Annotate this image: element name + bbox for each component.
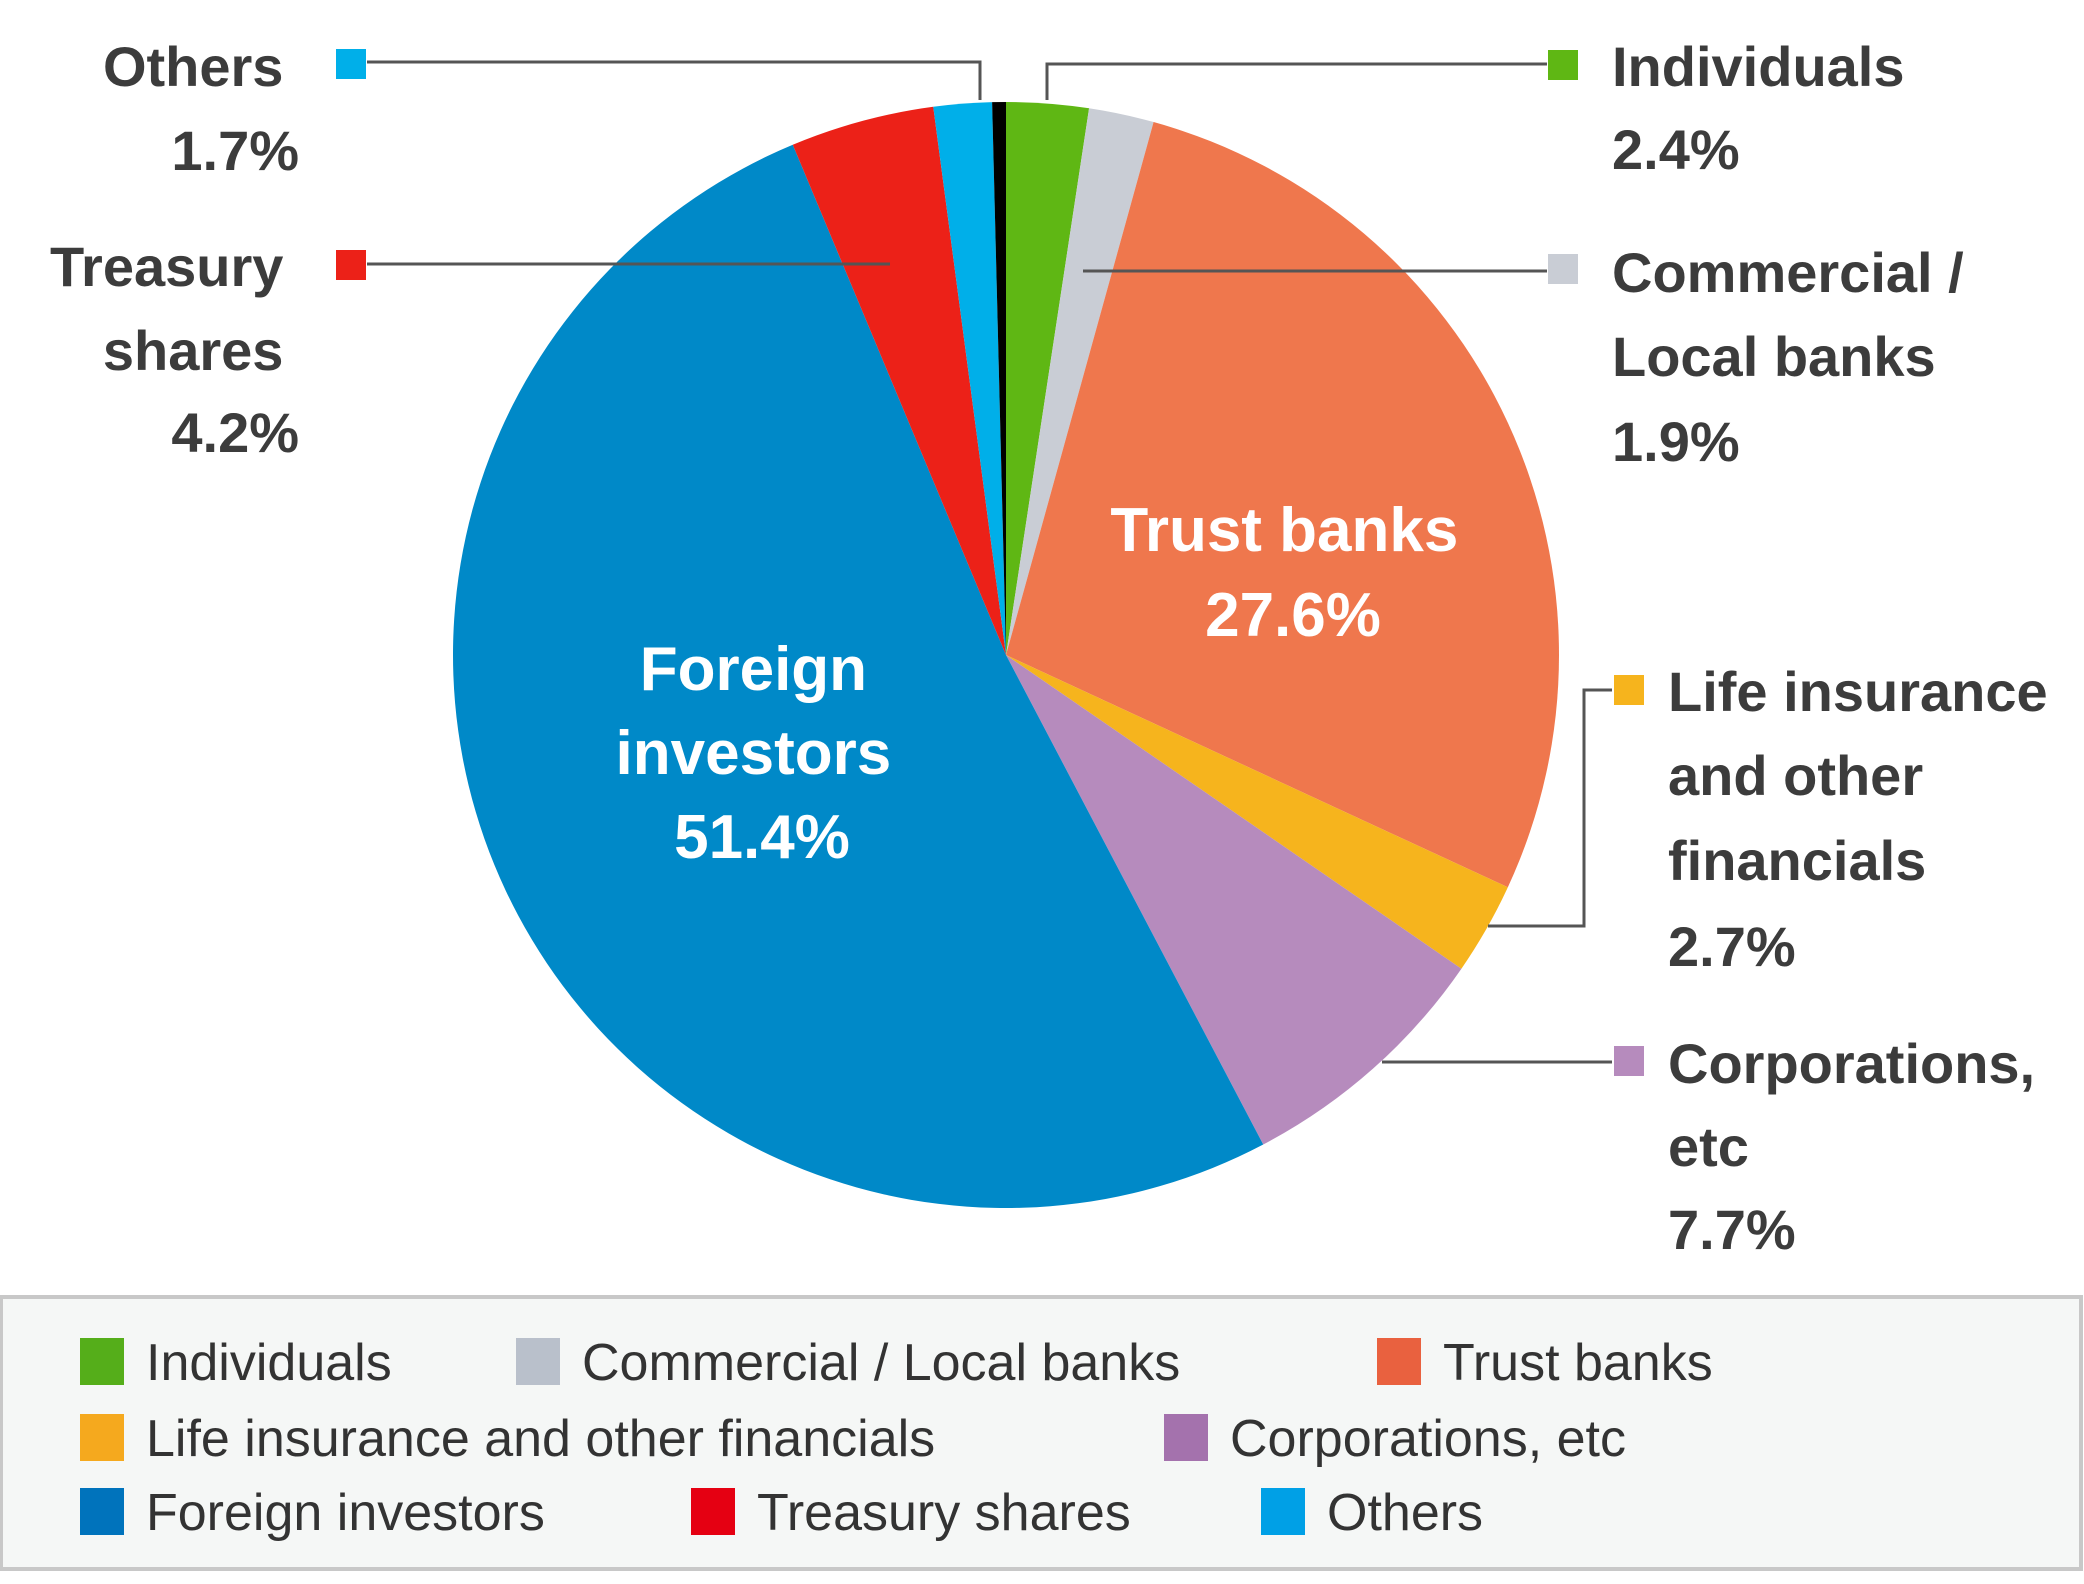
marker-treasury [336,250,366,280]
marker-commercial [1548,254,1578,284]
marker-corporations [1614,1046,1644,1076]
marker-individuals [1548,50,1578,80]
leader-life [1488,688,1612,928]
legend-item: Life insurance and other financials [80,1410,935,1468]
label-others: Others 1.7% [103,35,299,182]
legend-item: Commercial / Local banks [516,1334,1180,1392]
legend-label: Individuals [146,1334,392,1392]
legend-label: Treasury shares [757,1484,1131,1542]
legend-swatch [80,1338,124,1385]
label-corporations: Corporations, etc 7.7% [1668,1032,2051,1261]
legend-swatch [80,1488,124,1535]
legend-swatch [1261,1488,1305,1535]
marker-life [1614,675,1644,705]
legend-label: Commercial / Local banks [582,1334,1180,1392]
legend-label: Others [1327,1484,1483,1542]
legend-item: Corporations, etc [1164,1410,1626,1468]
legend-label: Corporations, etc [1230,1410,1626,1468]
legend-swatch [516,1338,560,1385]
label-commercial: Commercial / Local banks 1.9% [1612,241,1979,473]
marker-others [336,49,366,79]
legend-item: Trust banks [1377,1334,1713,1392]
label-individuals: Individuals 2.4% [1612,35,1920,181]
legend-swatch [1377,1338,1421,1385]
label-foreign-investors: Foreign investors 51.4% [616,635,909,872]
legend-item: Individuals [80,1334,392,1392]
legend-label: Foreign investors [146,1484,545,1542]
legend-label: Trust banks [1443,1334,1713,1392]
legend-swatch [691,1488,735,1535]
legend-box [0,1295,2083,1571]
slice-trust-banks [1006,122,1559,888]
slice-commercial-local-banks [1006,108,1154,656]
legend: Individuals Commercial / Local banks Trust… [80,1334,1713,1542]
slice-others [933,102,1006,656]
legend-item: Others [1261,1484,1483,1542]
slice-life-insurance-and-other-financials [1006,655,1508,969]
label-life: Life insurance and other financials 2.7% [1668,660,2063,978]
leader-others [367,60,982,100]
slice-foreign-investors [453,144,1264,1208]
legend-swatch [1164,1414,1208,1461]
slice-remainder [992,102,1006,655]
legend-item: Foreign investors [80,1484,545,1542]
legend-label: Life insurance and other financials [146,1410,935,1468]
pie-slices [453,102,1559,1208]
legend-swatch [80,1414,124,1461]
legend-item: Treasury shares [691,1484,1131,1542]
label-treasury: Treasury shares 4.2% [50,235,299,464]
leader-individuals [1045,62,1547,100]
slice-treasury-shares [792,106,1006,655]
slice-individuals [1006,102,1090,655]
label-trust-banks: Trust banks 27.6% [1110,496,1475,650]
slice-corporations-etc [1006,655,1462,1145]
